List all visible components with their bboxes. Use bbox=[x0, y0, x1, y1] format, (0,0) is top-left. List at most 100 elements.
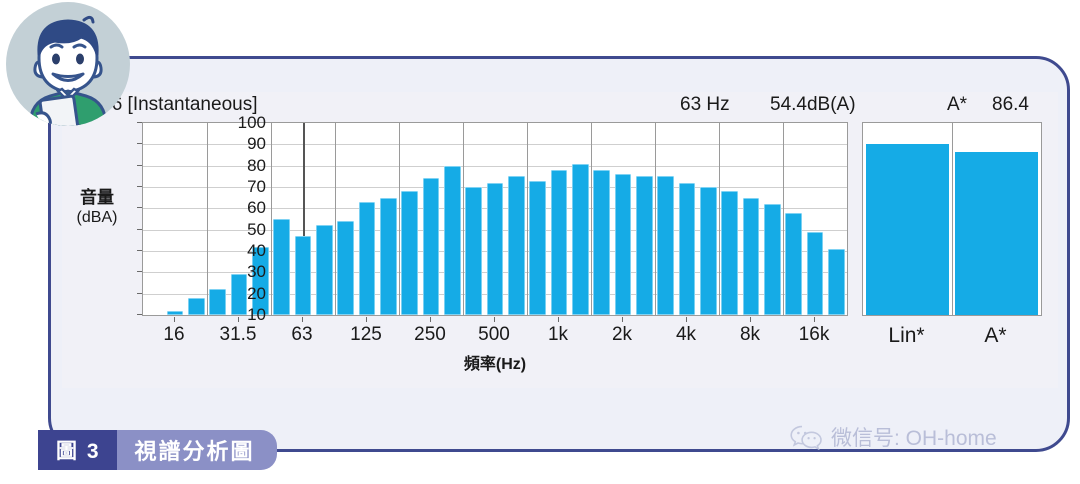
spectrum-bar bbox=[593, 169, 610, 315]
summary-plot-inner bbox=[863, 123, 1041, 315]
spectrum-bar bbox=[828, 248, 845, 315]
x-axis-tickmark bbox=[494, 317, 495, 322]
sound-level-meter-screen: #476 [Instantaneous] 63 Hz 54.4dB(A) A* … bbox=[62, 92, 1058, 388]
x-axis-tick-16k: 16k bbox=[798, 324, 830, 345]
y-axis-tickmark bbox=[137, 186, 142, 187]
spectrum-bar bbox=[230, 274, 248, 315]
wechat-icon bbox=[790, 424, 822, 450]
summary-plot[interactable] bbox=[862, 122, 1042, 316]
spectrum-bar bbox=[209, 289, 226, 315]
figure-caption: 圖 3 視譜分析圖 bbox=[38, 430, 277, 470]
spectrum-bar bbox=[316, 225, 333, 315]
summary-tick-a: A* bbox=[984, 324, 1007, 347]
x-axis-label-text: 頻率(Hz) bbox=[463, 356, 527, 373]
grid-line-vertical bbox=[655, 123, 656, 315]
y-axis-tickmark bbox=[137, 271, 142, 273]
spectrum-bar bbox=[700, 187, 717, 315]
y-axis-tickmark bbox=[137, 143, 142, 145]
x-axis-tick-1k: 1k bbox=[547, 324, 569, 345]
figure-caption-badge: 圖 3 bbox=[38, 430, 117, 470]
summary-bar bbox=[866, 143, 949, 315]
spectrum-bar bbox=[764, 204, 781, 315]
x-axis-label: 頻率(Hz) bbox=[142, 350, 848, 374]
x-axis-tick-2k: 2k bbox=[611, 324, 633, 345]
spectrum-bar bbox=[252, 246, 269, 315]
spectrum-bar bbox=[444, 165, 461, 315]
y-axis-tickmark bbox=[137, 122, 142, 123]
y-axis-tick-70: 70 bbox=[247, 177, 266, 196]
spectrum-bar bbox=[636, 176, 653, 315]
watermark-text: 微信号: OH-home bbox=[831, 427, 997, 450]
cursor-level-label: 54.4dB(A) bbox=[770, 94, 856, 115]
y-axis-tickmark bbox=[137, 250, 142, 251]
cursor-line[interactable] bbox=[303, 123, 305, 237]
x-axis-tickmark bbox=[366, 317, 367, 322]
y-axis-tick-90: 90 bbox=[247, 134, 266, 154]
x-axis-tick-4k: 4k bbox=[675, 324, 697, 345]
spectrum-bar bbox=[678, 182, 696, 315]
x-axis-tickmark bbox=[238, 317, 239, 322]
x-axis-tickmark bbox=[814, 317, 815, 322]
spectrum-bar bbox=[550, 169, 568, 315]
grid-line-vertical bbox=[527, 123, 528, 315]
summary-bar bbox=[955, 152, 1038, 315]
x-axis-tick-250: 250 bbox=[414, 324, 446, 345]
x-axis-tickmark bbox=[430, 317, 431, 322]
x-axis-tickmark bbox=[622, 317, 623, 322]
grid-line-vertical bbox=[271, 123, 272, 315]
y-axis-tick-50: 50 bbox=[247, 219, 266, 239]
grid-line-horizontal bbox=[143, 144, 847, 146]
y-axis-tickmark bbox=[137, 292, 142, 294]
spectrum-bar bbox=[358, 201, 376, 315]
spectrum-bar bbox=[273, 219, 290, 315]
spectrum-bar bbox=[380, 197, 397, 315]
spectrum-bar bbox=[508, 176, 525, 315]
watermark: 微信号: OH-home bbox=[790, 422, 997, 452]
figure-caption-text: 視譜分析圖 bbox=[116, 430, 277, 470]
y-axis-tick-20: 20 bbox=[247, 283, 266, 303]
grid-line-vertical bbox=[463, 123, 464, 315]
grid-line-vertical bbox=[783, 123, 784, 315]
x-axis-tickmark bbox=[686, 317, 687, 322]
y-axis-tick-10: 10 bbox=[247, 305, 266, 324]
y-axis-tick-100: 100 bbox=[237, 113, 266, 132]
spectrum-bar bbox=[465, 187, 482, 315]
x-axis-tick-125: 125 bbox=[350, 324, 382, 345]
grid-line-vertical bbox=[335, 123, 336, 315]
y-axis-tickmark bbox=[137, 164, 142, 166]
spectrum-bar bbox=[188, 297, 205, 315]
x-axis-tick-63: 63 bbox=[291, 324, 313, 345]
spectrum-bar bbox=[294, 236, 312, 315]
spectrum-bar bbox=[422, 178, 440, 315]
grid-line-horizontal bbox=[143, 165, 847, 167]
spectrum-plot-inner bbox=[143, 123, 847, 315]
x-axis-tickmark bbox=[750, 317, 751, 322]
cursor-frequency-label: 63 Hz bbox=[680, 94, 730, 115]
spectrum-bar bbox=[721, 191, 738, 315]
spectrum-bar bbox=[166, 310, 184, 315]
y-axis-label-text: 音量 bbox=[80, 188, 114, 207]
x-axis-tick-31.5: 31.5 bbox=[219, 324, 257, 345]
boy-avatar-icon bbox=[6, 2, 130, 126]
spectrum-bar bbox=[657, 176, 674, 315]
record-id-label: #476 [Instantaneous] bbox=[80, 94, 258, 115]
spectrum-bar bbox=[529, 180, 546, 315]
weighting-value-label: 86.4 bbox=[992, 94, 1029, 115]
x-axis-tick-16: 16 bbox=[163, 324, 185, 345]
spectrum-bar bbox=[785, 212, 802, 315]
y-axis-tick-80: 80 bbox=[247, 155, 266, 175]
grid-line-vertical bbox=[719, 123, 720, 315]
spectrum-bar bbox=[401, 191, 418, 315]
y-axis-tickmark bbox=[137, 314, 142, 315]
x-axis-tickmark bbox=[174, 317, 175, 322]
y-axis-label: 音量 (dBA) bbox=[60, 188, 134, 227]
grid-line-vertical bbox=[591, 123, 592, 315]
x-axis-tickmark bbox=[302, 317, 303, 322]
spectrum-bar bbox=[742, 197, 760, 315]
summary-tick-lin: Lin* bbox=[888, 324, 925, 347]
y-axis-tickmark bbox=[137, 228, 142, 230]
spectrum-bar bbox=[337, 221, 354, 315]
spectrum-plot[interactable] bbox=[142, 122, 848, 316]
y-axis-tick-60: 60 bbox=[247, 198, 266, 218]
y-axis-tick-30: 30 bbox=[247, 262, 266, 282]
